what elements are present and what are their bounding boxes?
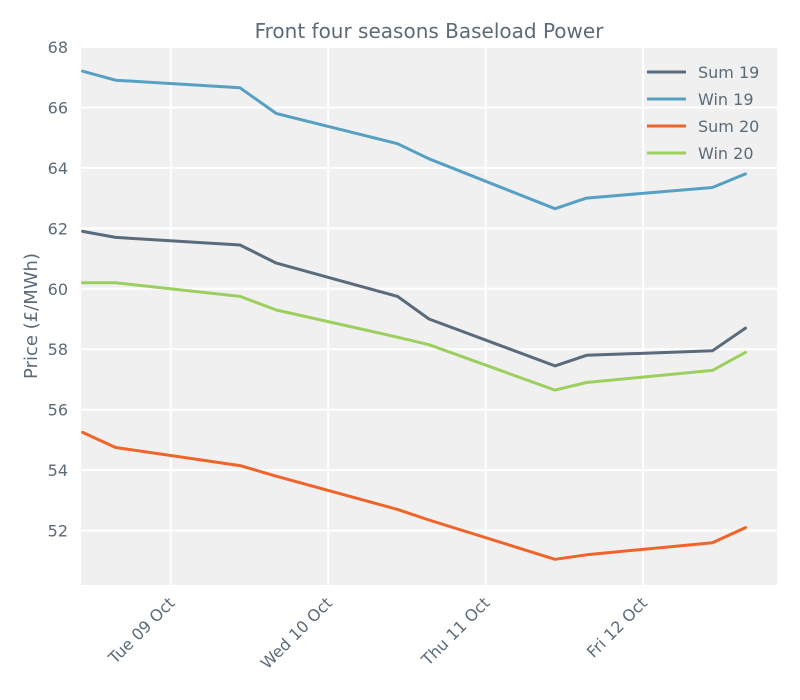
legend-label: Sum 20 — [698, 117, 759, 136]
y-tick-label: 60 — [48, 280, 68, 299]
x-tick-label: Thu 11 Oct — [417, 593, 494, 670]
grid — [81, 46, 777, 585]
y-tick-label: 54 — [48, 461, 68, 480]
series-lines — [81, 69, 747, 561]
x-tick-label: Tue 09 Oct — [104, 593, 179, 668]
legend: Sum 19 Win 19 Sum 20 Win 20 — [647, 63, 759, 163]
chart-title: Front four seasons Baseload Power — [255, 19, 605, 43]
y-axis-label: Price (£/MWh) — [21, 253, 42, 379]
series-line-sum-19 — [81, 229, 747, 368]
x-axis-ticks: Tue 09 Oct Wed 10 Oct Thu 11 Oct Fri 12 Oct — [104, 593, 651, 672]
series-line-win-20 — [81, 281, 747, 392]
legend-label: Win 19 — [698, 90, 754, 109]
plot-area — [81, 47, 777, 585]
y-tick-label: 66 — [48, 98, 68, 117]
series-line-win-19 — [81, 69, 747, 211]
x-tick-label: Wed 10 Oct — [257, 593, 336, 672]
series-line-sum-20 — [81, 430, 747, 561]
legend-label: Sum 19 — [698, 63, 759, 82]
y-tick-label: 58 — [48, 340, 68, 359]
y-tick-label: 68 — [48, 38, 68, 57]
y-tick-label: 62 — [48, 219, 68, 238]
legend-label: Win 20 — [698, 144, 754, 163]
y-tick-label: 64 — [48, 159, 68, 178]
x-tick-label: Fri 12 Oct — [583, 593, 651, 661]
y-tick-label: 52 — [48, 522, 68, 541]
y-axis-ticks: 52 54 56 58 60 62 64 66 68 — [48, 38, 68, 541]
y-tick-label: 56 — [48, 401, 68, 420]
